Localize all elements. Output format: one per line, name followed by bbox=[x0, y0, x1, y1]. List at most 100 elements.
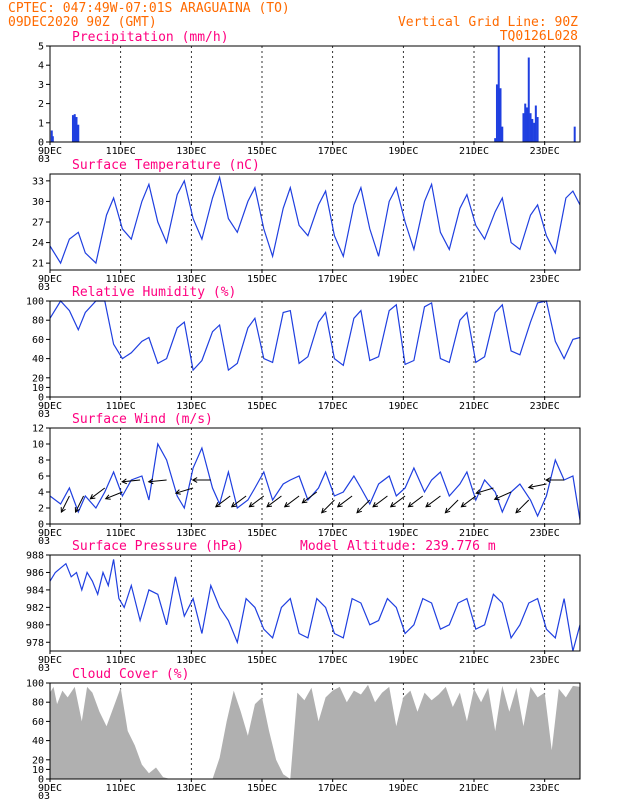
x-tick-label: 19DEC bbox=[388, 783, 418, 794]
x-tick-label: 11DEC bbox=[106, 146, 136, 157]
y-tick-label: 986 bbox=[26, 568, 44, 579]
x-tick-label: 17DEC bbox=[318, 783, 348, 794]
x-tick-label: 21DEC bbox=[459, 401, 489, 412]
y-tick-label: 4 bbox=[38, 488, 44, 499]
x-tick-label: 13DEC bbox=[176, 528, 206, 539]
wind-arrow-head bbox=[191, 477, 198, 483]
wind-arrow-head bbox=[545, 477, 551, 483]
panel-annotation: Model Altitude: 239.776 m bbox=[300, 539, 496, 554]
precip-bar bbox=[71, 115, 74, 142]
header-vgrid: Vertical Grid Line: 90Z bbox=[398, 15, 578, 30]
y-tick-label: 30 bbox=[32, 197, 44, 208]
precip-bar bbox=[573, 126, 576, 142]
y-tick-label: 984 bbox=[26, 585, 44, 596]
precip-bar bbox=[527, 57, 530, 142]
wind-arrow-head bbox=[444, 507, 451, 514]
wind-arrow-head bbox=[230, 502, 237, 508]
precip-bar bbox=[533, 122, 536, 142]
x-tick-label: 11DEC bbox=[106, 783, 136, 794]
y-tick-label: 0 bbox=[38, 775, 44, 786]
y-tick-label: 100 bbox=[26, 679, 44, 690]
wind-arrow bbox=[476, 487, 494, 494]
x-tick-label: 15DEC bbox=[247, 528, 277, 539]
x-tick-label: 11DEC bbox=[106, 401, 136, 412]
y-tick-label: 33 bbox=[32, 176, 44, 187]
y-tick-label: 20 bbox=[32, 373, 44, 384]
wind-arrow bbox=[321, 499, 335, 514]
x-tick-label: 15DEC bbox=[247, 401, 277, 412]
wind-arrow-head bbox=[174, 489, 181, 495]
wind-arrow bbox=[390, 495, 406, 508]
x-tick-label: 9DEC bbox=[38, 274, 62, 285]
y-tick-label: 60 bbox=[32, 335, 44, 346]
wind-arrow-head bbox=[460, 502, 467, 508]
panel-2: 21 24 27 30 33 9DEC 11DEC 13DEC 15DEC 17DEC 19DEC 2… bbox=[32, 158, 581, 293]
y-tick-label: 24 bbox=[32, 238, 44, 249]
precip-bar bbox=[495, 84, 498, 142]
x-tick-label: 17DEC bbox=[318, 146, 348, 157]
header: CPTEC: 047:49W-07:01S ARAGUAINA (TO) 09D… bbox=[8, 1, 578, 44]
wind-arrow-head bbox=[283, 502, 290, 508]
wind-arrow bbox=[284, 495, 300, 508]
wind-arrow bbox=[408, 495, 424, 508]
y-tick-label: 27 bbox=[32, 218, 44, 229]
panel-title: Surface Pressure (hPa) bbox=[72, 539, 244, 554]
x-tick-label: 9DEC bbox=[38, 783, 62, 794]
y-tick-label: 982 bbox=[26, 603, 44, 614]
y-tick-label: 6 bbox=[38, 472, 44, 483]
y-tick-label: 12 bbox=[32, 424, 44, 435]
precip-bar bbox=[522, 113, 525, 142]
panel-5: 978 980 982 984 986 988 9DEC 11DEC 13DEC 15DEC 17D… bbox=[26, 539, 581, 674]
cloud-cover-area bbox=[50, 684, 580, 779]
x-tick-label: 11DEC bbox=[106, 274, 136, 285]
series-line bbox=[49, 442, 581, 521]
wind-arrow bbox=[302, 491, 318, 504]
y-tick-label: 10 bbox=[32, 765, 44, 776]
x-tick-label: 21DEC bbox=[459, 146, 489, 157]
x-tick-label: 19DEC bbox=[388, 655, 418, 666]
x-tick-label: 19DEC bbox=[388, 528, 418, 539]
x-tick-label: 15DEC bbox=[247, 655, 277, 666]
x-tick-label: 17DEC bbox=[318, 528, 348, 539]
panel-title: Surface Wind (m/s) bbox=[72, 412, 213, 427]
panel-frame bbox=[49, 45, 581, 143]
panel-title: Precipitation (mm/h) bbox=[72, 30, 229, 45]
precip-bar bbox=[526, 107, 528, 142]
wind-arrow-head bbox=[147, 478, 154, 485]
wind-arrow bbox=[75, 495, 85, 513]
y-tick-label: 4 bbox=[38, 61, 44, 72]
panel-frame bbox=[49, 173, 581, 271]
panel-title: Surface Temperature (nC) bbox=[72, 158, 260, 173]
wind-arrow bbox=[122, 479, 141, 483]
x-tick-label: 19DEC bbox=[388, 401, 418, 412]
header-date: 09DEC2020 90Z (GMT) bbox=[8, 15, 157, 30]
wind-arrow-head bbox=[372, 502, 379, 508]
y-tick-label: 2 bbox=[38, 99, 44, 110]
wind-arrow bbox=[425, 495, 441, 508]
series-line bbox=[49, 300, 581, 372]
y-tick-label: 5 bbox=[38, 42, 44, 53]
x-tick-label: 19DEC bbox=[388, 146, 418, 157]
y-tick-label: 21 bbox=[32, 259, 44, 270]
x-tick-label: 21DEC bbox=[459, 655, 489, 666]
precip-bar bbox=[524, 103, 527, 142]
y-tick-label: 80 bbox=[32, 698, 44, 709]
wind-arrow-head bbox=[320, 507, 327, 514]
x-tick-label: 15DEC bbox=[247, 783, 277, 794]
x-tick-label: 21DEC bbox=[459, 783, 489, 794]
x-tick-label: 15DEC bbox=[247, 146, 277, 157]
panel-4: 0 2 4 6 8 10 12 9DEC 11DEC 13DEC 15DEC 17DEC 19DEC 21… bbox=[32, 412, 581, 547]
x-tick-label: 17DEC bbox=[318, 401, 348, 412]
wind-arrow-head bbox=[266, 502, 273, 508]
x-tick-label: 9DEC bbox=[38, 146, 62, 157]
wind-arrow bbox=[105, 491, 123, 500]
wind-arrow bbox=[231, 495, 247, 508]
precip-bar bbox=[536, 117, 539, 142]
x-tick-label: 9DEC bbox=[38, 655, 62, 666]
x-tick-label: 21DEC bbox=[459, 528, 489, 539]
y-tick-label: 978 bbox=[26, 638, 44, 649]
wind-arrow bbox=[175, 487, 194, 494]
wind-arrow bbox=[148, 479, 167, 483]
